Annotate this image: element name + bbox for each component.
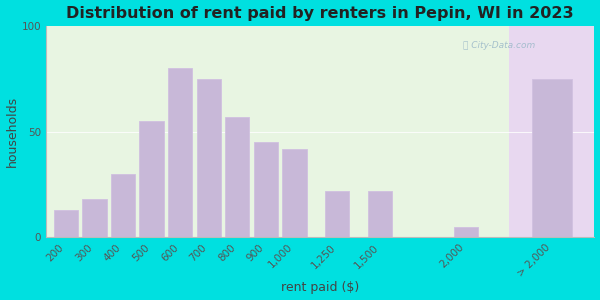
Bar bbox=[254, 142, 278, 237]
Text: ⓘ City-Data.com: ⓘ City-Data.com bbox=[463, 41, 535, 50]
Bar bbox=[325, 191, 349, 237]
Bar bbox=[282, 148, 307, 237]
Bar bbox=[197, 79, 221, 237]
X-axis label: rent paid ($): rent paid ($) bbox=[281, 281, 359, 294]
Bar bbox=[532, 79, 572, 237]
Bar bbox=[168, 68, 192, 237]
Bar bbox=[46, 26, 509, 237]
Y-axis label: households: households bbox=[5, 96, 19, 167]
Bar bbox=[53, 210, 78, 237]
Bar bbox=[82, 199, 107, 237]
Bar bbox=[368, 191, 392, 237]
Bar bbox=[454, 227, 478, 237]
Bar bbox=[509, 26, 600, 237]
Bar bbox=[225, 117, 250, 237]
Title: Distribution of rent paid by renters in Pepin, WI in 2023: Distribution of rent paid by renters in … bbox=[67, 6, 574, 21]
Bar bbox=[111, 174, 135, 237]
Bar bbox=[139, 121, 164, 237]
